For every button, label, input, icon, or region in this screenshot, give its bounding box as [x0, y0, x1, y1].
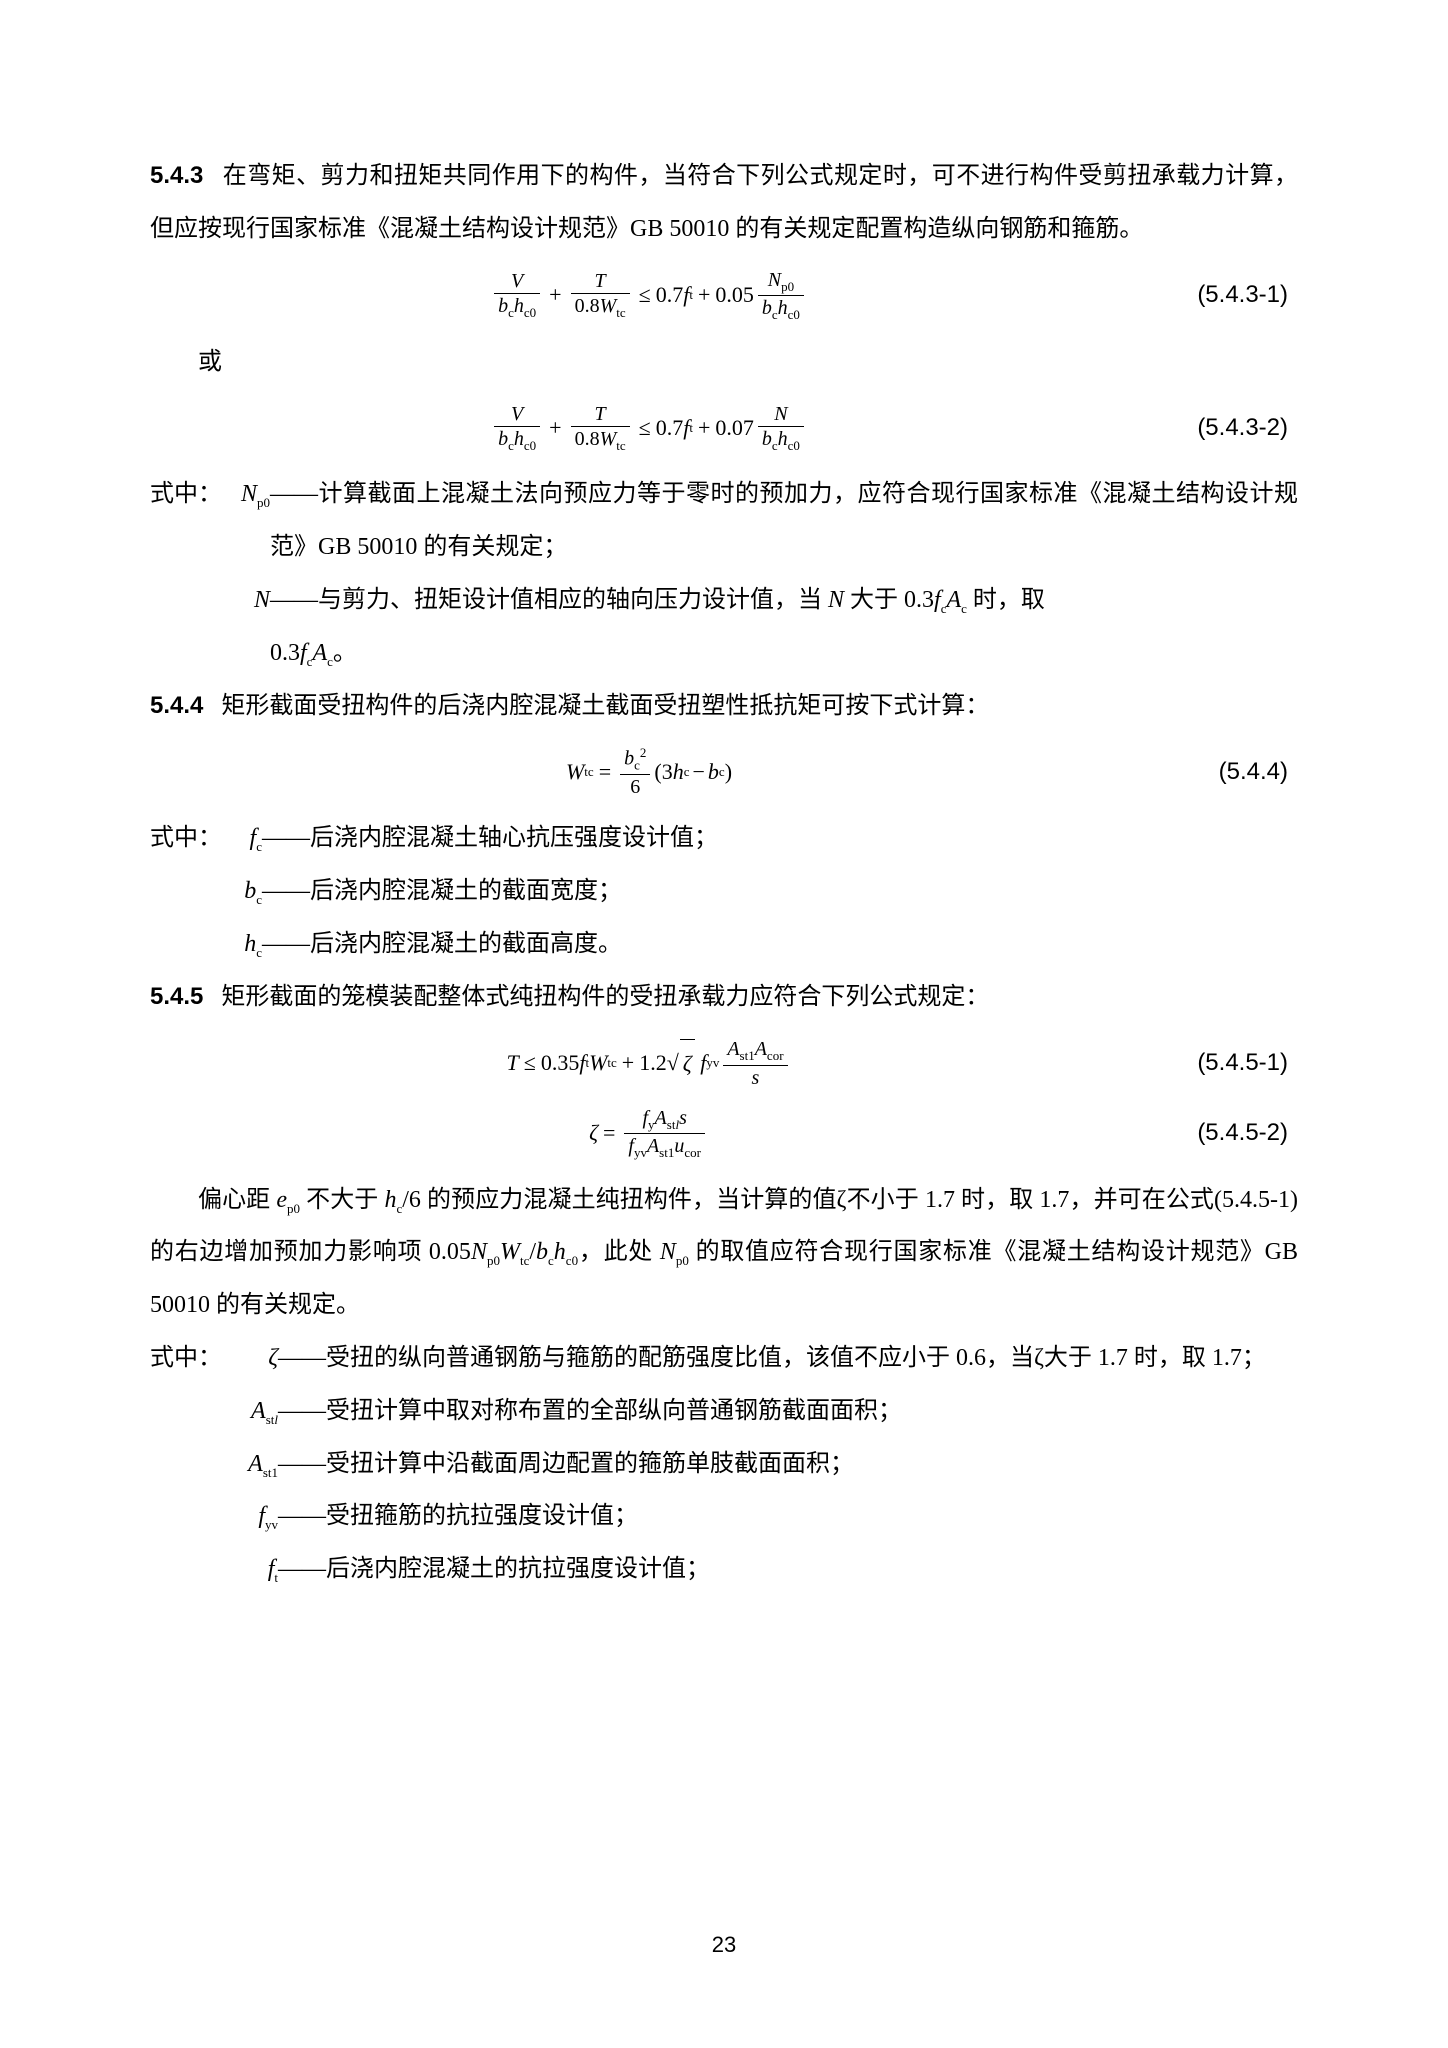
where-bc: bc ——后浇内腔混凝土的截面宽度；: [150, 865, 1298, 918]
formula-tag-5-4-4: (5.4.4): [1148, 746, 1298, 799]
para-ep0: 偏心距 ep0 不大于 hc/6 的预应力混凝土纯扭构件，当计算的值ζ不小于 1…: [150, 1174, 1298, 1332]
page-number: 23: [0, 1932, 1448, 1958]
formula-tag-5-4-3-2: (5.4.3-2): [1148, 402, 1298, 455]
para-5-4-3: 5.4.3 在弯矩、剪力和扭矩共同作用下的构件，当符合下列公式规定时，可不进行构…: [150, 150, 1298, 256]
section-num-5-4-3: 5.4.3: [150, 162, 203, 189]
para-5-4-4: 5.4.4 矩形截面受扭构件的后浇内腔混凝土截面受扭塑性抵抗矩可按下式计算：: [150, 680, 1298, 733]
where-fyv: fyv ——受扭箍筋的抗拉强度设计值；: [150, 1490, 1298, 1543]
where-N: N ——与剪力、扭矩设计值相应的轴向压力设计值，当 N 大于 0.3fcAc 时…: [150, 574, 1298, 627]
formula-5-4-3-1: Vbchc0 + T0.8Wtc ≤ 0.7ft + 0.05 Np0bchc0…: [150, 266, 1298, 326]
formula-5-4-4: Wtc = bc26 (3hc−bc) (5.4.4): [150, 742, 1298, 802]
where-N-line2: 0.3fcAc。: [150, 627, 1298, 680]
para-5-4-5: 5.4.5 矩形截面的笼模装配整体式纯扭构件的受扭承载力应符合下列公式规定：: [150, 971, 1298, 1024]
huo: 或: [150, 336, 1298, 389]
formula-tag-5-4-3-1: (5.4.3-1): [1148, 269, 1298, 322]
where-zeta: 式中： ζ ——受扭的纵向普通钢筋与箍筋的配筋强度比值，该值不应小于 0.6，当…: [150, 1332, 1298, 1385]
formula-5-4-5-2: ζ = fyAstls fyvAst1ucor (5.4.5-2): [150, 1104, 1298, 1164]
page-content: 5.4.3 在弯矩、剪力和扭矩共同作用下的构件，当符合下列公式规定时，可不进行构…: [0, 0, 1448, 1696]
formula-5-4-3-2: Vbchc0 + T0.8Wtc ≤ 0.7ft + 0.07 Nbchc0 (…: [150, 398, 1298, 458]
where-Np0: 式中： Np0 ——计算截面上混凝土法向预应力等于零时的预加力，应符合现行国家标…: [150, 468, 1298, 574]
formula-5-4-5-1: T ≤ 0.35 ftWtc + 1.2√ζ fyv Ast1Acors (5.…: [150, 1034, 1298, 1094]
where-Ast1: Ast1 ——受扭计算中沿截面周边配置的箍筋单肢截面面积；: [150, 1438, 1298, 1491]
formula-tag-5-4-5-2: (5.4.5-2): [1148, 1107, 1298, 1160]
where-fc: 式中： fc ——后浇内腔混凝土轴心抗压强度设计值；: [150, 812, 1298, 865]
where-ft: ft ——后浇内腔混凝土的抗拉强度设计值；: [150, 1543, 1298, 1596]
formula-tag-5-4-5-1: (5.4.5-1): [1148, 1037, 1298, 1090]
text-5-4-3: 在弯矩、剪力和扭矩共同作用下的构件，当符合下列公式规定时，可不进行构件受剪扭承载…: [150, 163, 1298, 242]
where-Astl: Astl ——受扭计算中取对称布置的全部纵向普通钢筋截面面积；: [150, 1385, 1298, 1438]
where-hc: hc ——后浇内腔混凝土的截面高度。: [150, 918, 1298, 971]
